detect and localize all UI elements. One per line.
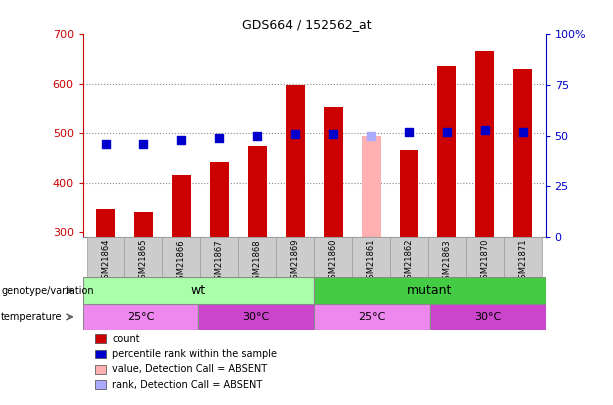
Text: 25°C: 25°C — [359, 312, 386, 322]
Text: temperature: temperature — [1, 312, 63, 322]
Text: GSM21869: GSM21869 — [291, 239, 300, 284]
Bar — [390, 237, 428, 277]
Text: mutant: mutant — [407, 284, 452, 297]
Bar — [210, 162, 229, 237]
Point — [480, 126, 490, 133]
Point — [366, 132, 376, 139]
Bar — [324, 107, 343, 237]
Text: GSM21868: GSM21868 — [253, 239, 262, 285]
Point — [404, 128, 414, 135]
Point — [328, 130, 338, 137]
Point — [101, 141, 110, 147]
Bar — [314, 277, 546, 304]
Bar — [238, 237, 276, 277]
Bar — [362, 136, 381, 237]
Point — [139, 141, 148, 147]
Bar — [428, 237, 466, 277]
Bar — [286, 85, 305, 237]
Text: 30°C: 30°C — [243, 312, 270, 322]
Point — [442, 128, 452, 135]
Text: count: count — [112, 334, 140, 343]
Bar — [276, 237, 314, 277]
Bar — [124, 237, 162, 277]
Text: percentile rank within the sample: percentile rank within the sample — [112, 349, 277, 359]
Text: wt: wt — [191, 284, 206, 297]
Bar — [86, 237, 124, 277]
Text: rank, Detection Call = ABSENT: rank, Detection Call = ABSENT — [112, 380, 262, 390]
Bar — [83, 277, 314, 304]
Text: GSM21866: GSM21866 — [177, 239, 186, 285]
Bar — [314, 237, 352, 277]
Text: GSM21870: GSM21870 — [481, 239, 489, 284]
Bar — [314, 304, 430, 330]
Bar — [430, 304, 546, 330]
Bar — [513, 69, 532, 237]
Text: GSM21862: GSM21862 — [405, 239, 414, 284]
Text: GSM21864: GSM21864 — [101, 239, 110, 284]
Bar — [466, 237, 504, 277]
Bar — [200, 237, 238, 277]
Text: genotype/variation: genotype/variation — [1, 286, 94, 296]
Text: GSM21860: GSM21860 — [329, 239, 338, 284]
Bar — [83, 304, 199, 330]
Bar — [162, 237, 200, 277]
Bar — [476, 51, 494, 237]
Text: GSM21863: GSM21863 — [443, 239, 451, 285]
Bar — [96, 209, 115, 237]
Point — [177, 136, 186, 143]
Text: GSM21861: GSM21861 — [367, 239, 376, 284]
Point — [291, 130, 300, 137]
Bar — [352, 237, 390, 277]
Bar — [504, 237, 542, 277]
Bar — [172, 175, 191, 237]
Bar — [400, 149, 419, 237]
Point — [215, 134, 224, 141]
Text: value, Detection Call = ABSENT: value, Detection Call = ABSENT — [112, 364, 267, 374]
Bar — [438, 66, 457, 237]
Text: 25°C: 25°C — [127, 312, 154, 322]
Text: 30°C: 30°C — [474, 312, 501, 322]
Text: GSM21871: GSM21871 — [519, 239, 527, 284]
Bar — [248, 145, 267, 237]
Bar — [199, 304, 314, 330]
Text: GSM21867: GSM21867 — [215, 239, 224, 285]
Text: GSM21865: GSM21865 — [139, 239, 148, 284]
Point — [253, 132, 262, 139]
Text: GDS664 / 152562_at: GDS664 / 152562_at — [242, 18, 371, 31]
Bar — [134, 212, 153, 237]
Point — [518, 128, 528, 135]
